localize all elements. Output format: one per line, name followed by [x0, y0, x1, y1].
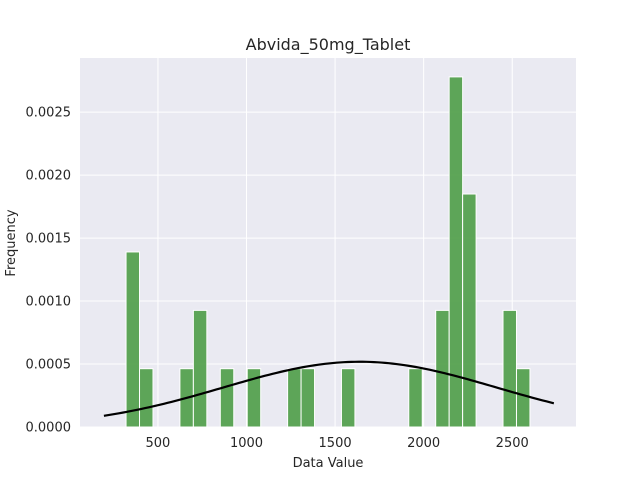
histogram-bar-5: [192, 309, 208, 428]
histogram-bar-13: [300, 368, 316, 428]
density-curve: [103, 360, 555, 417]
chart-title: Abvida_50mg_Tablet: [246, 35, 411, 55]
x-tick-labels: 500 1000 1500 2000 2500: [146, 436, 529, 451]
histogram-bar-0: [125, 251, 141, 428]
histogram-bar-21: [408, 368, 423, 428]
y-axis-label: Frequency: [4, 209, 19, 276]
histogram-bar-16: [340, 368, 356, 428]
x-axis-label: Data Value: [293, 456, 364, 471]
x-tick-label-2: 1500: [319, 436, 352, 451]
histogram-bar-7: [219, 368, 235, 428]
x-tick-label-4: 2500: [496, 436, 529, 451]
plot-area: [80, 58, 576, 427]
x-tick-label-0: 500: [146, 436, 171, 451]
y-tick-label-5: 0.0025: [26, 106, 72, 121]
histogram-bar-28: [502, 309, 517, 428]
x-tick-label-1: 1000: [230, 436, 263, 451]
y-tick-label-1: 0.0005: [26, 358, 72, 373]
grid-lines: [80, 58, 576, 428]
histogram-bar-23: [435, 309, 450, 428]
y-tick-label-4: 0.0020: [26, 169, 72, 184]
y-tick-label-2: 0.0010: [26, 295, 72, 310]
histogram-bar-1: [139, 368, 154, 428]
histogram-bars: [125, 76, 531, 428]
y-tick-label-0: 0.0000: [26, 421, 72, 436]
histogram-bar-29: [515, 368, 531, 428]
y-tick-labels: 0.0000 0.0005 0.0010 0.0015 0.0020 0.0025: [26, 106, 72, 436]
histogram-bar-12: [287, 368, 302, 428]
histogram-bar-9: [246, 368, 262, 428]
x-tick-label-3: 2000: [407, 436, 440, 451]
histogram-bar-25: [462, 193, 477, 428]
y-tick-label-3: 0.0015: [26, 232, 72, 247]
